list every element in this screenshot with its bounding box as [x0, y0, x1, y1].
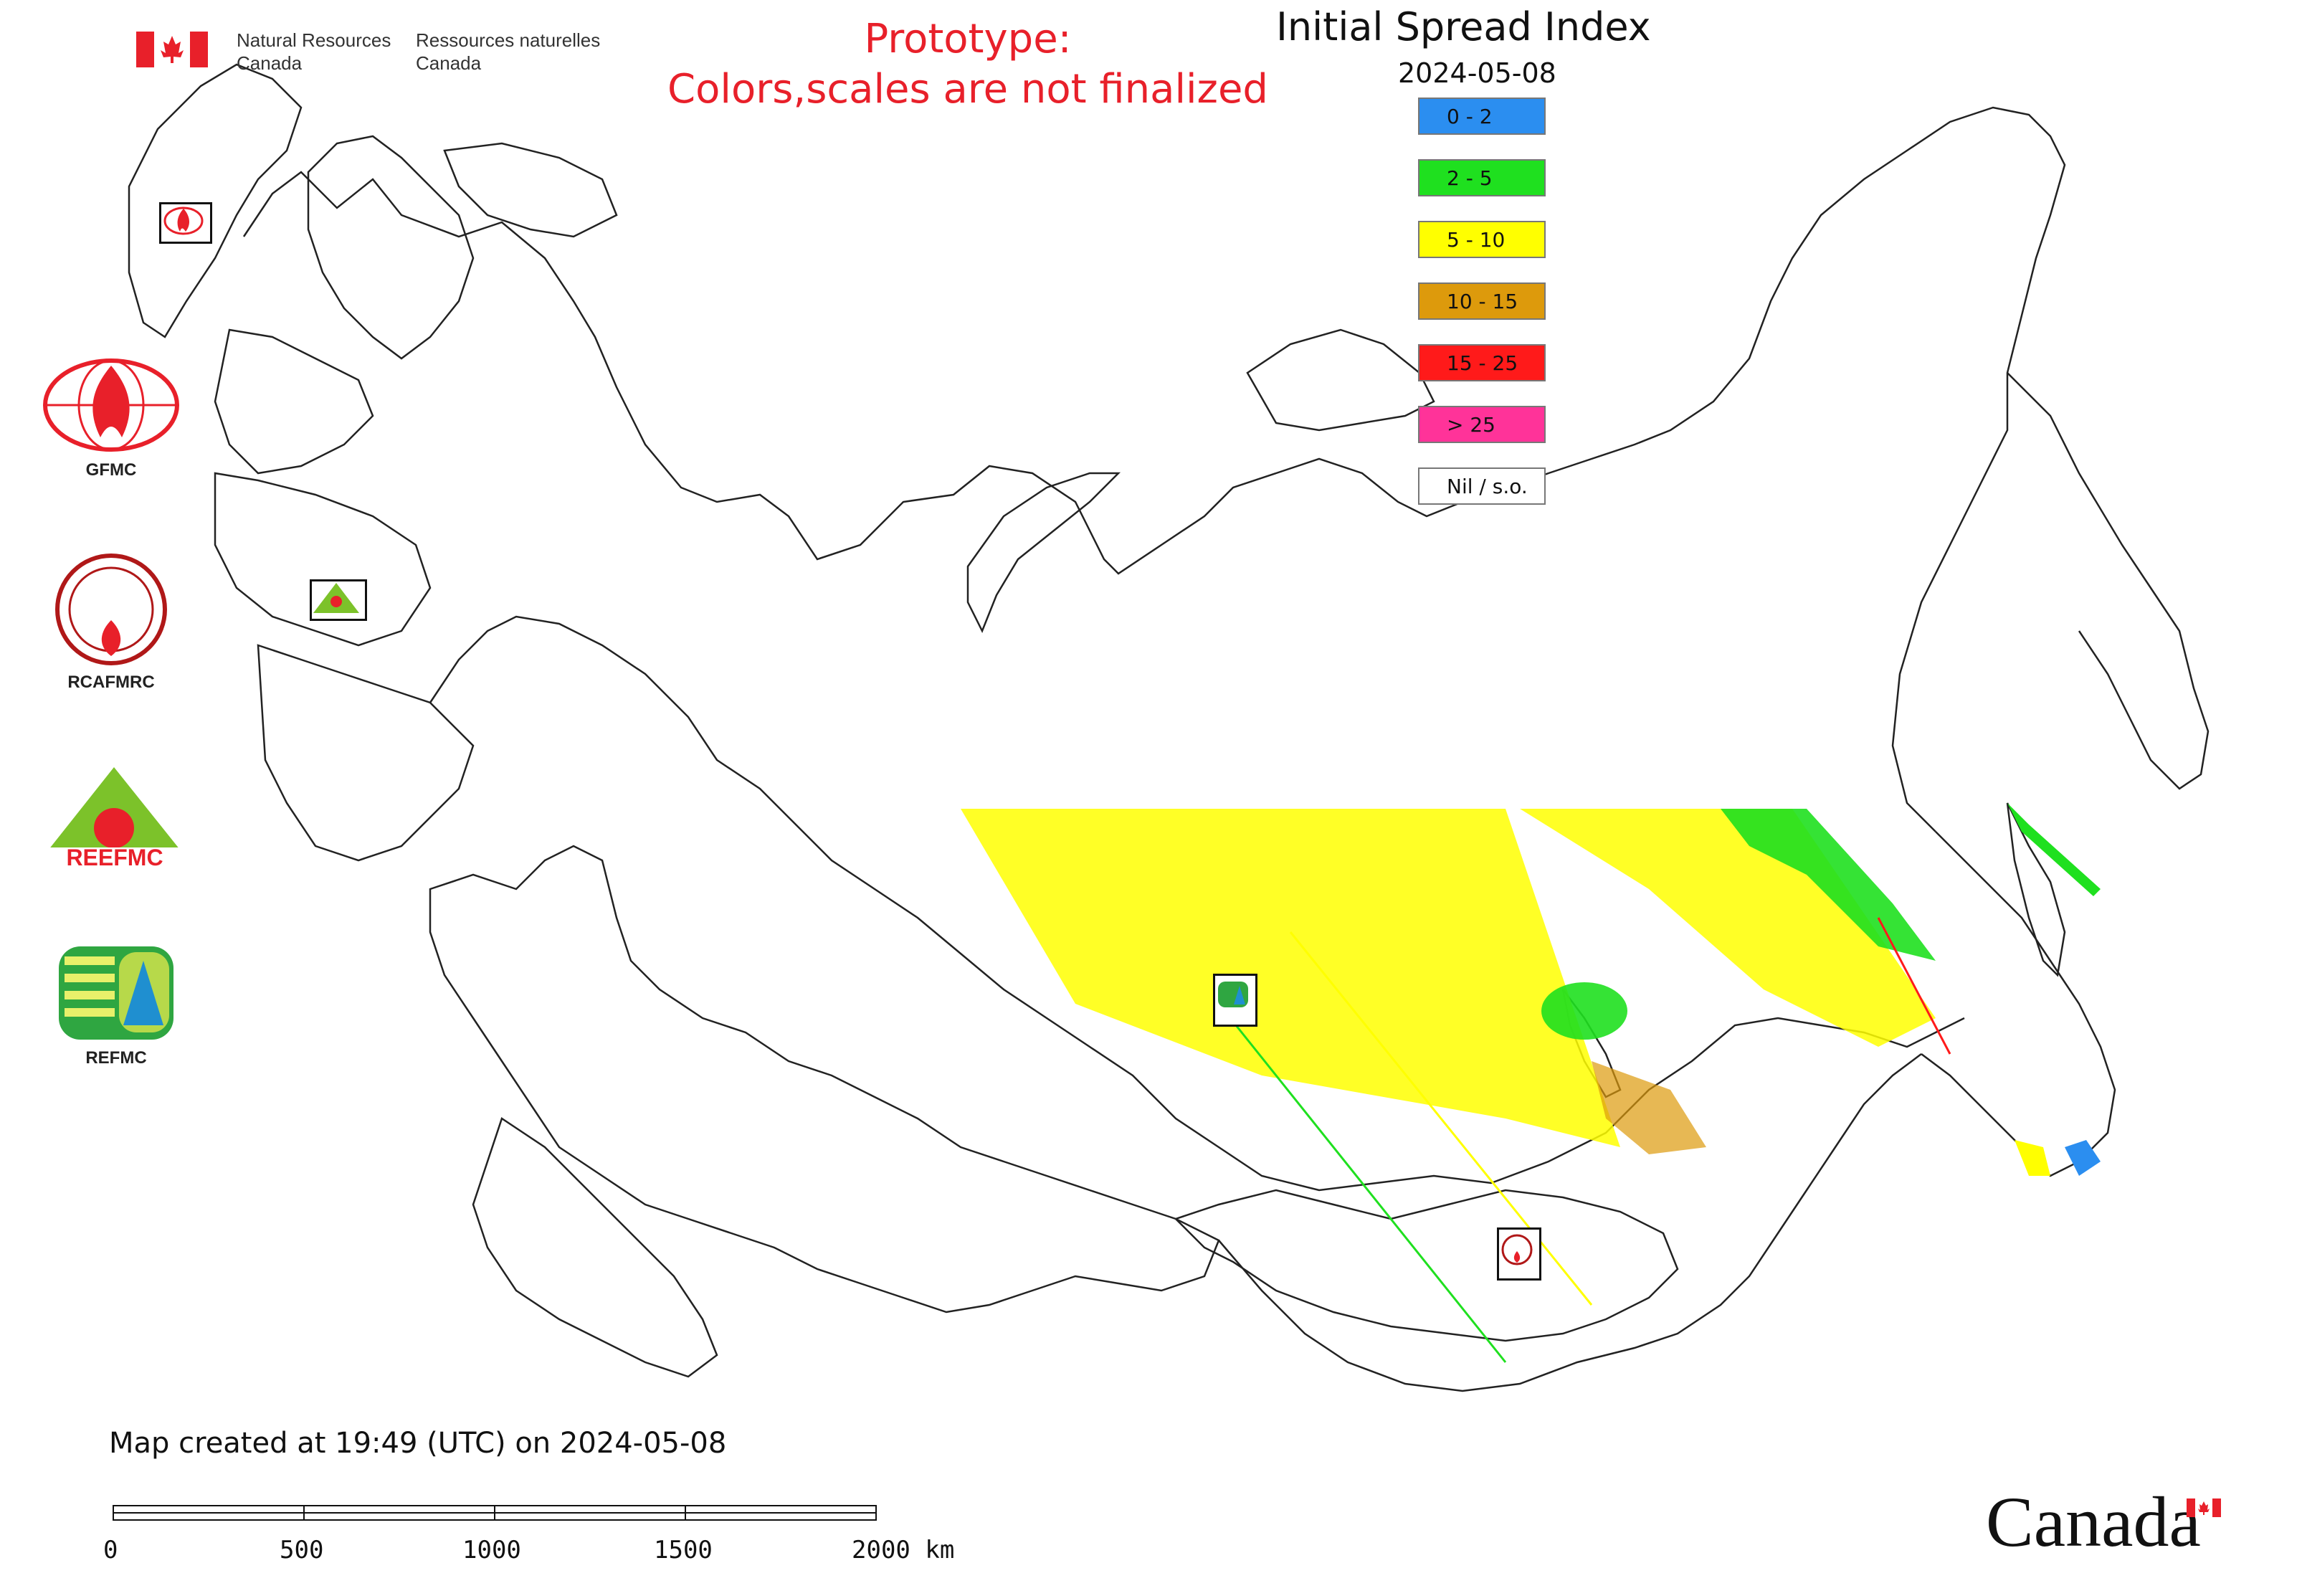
rcafmrc-marker-icon [1497, 1227, 1541, 1281]
fire-index-overlay [961, 803, 2101, 1363]
map-created-note: Map created at 19:49 (UTC) on 2024-05-08 [109, 1427, 727, 1460]
scale-label: 500 [280, 1536, 324, 1564]
baltic-belarus [214, 328, 374, 475]
kola [443, 142, 618, 238]
sakhalin [2006, 802, 2066, 977]
department-fr-line1: Ressources naturelles [416, 29, 601, 51]
legend-item-nil: Nil / s.o. [1418, 467, 1546, 505]
prototype-notice: Prototype: Colors,scales are not finaliz… [645, 14, 1290, 115]
partner-label: RCAFMRC [67, 673, 155, 692]
russia-arctic-coast [242, 106, 2066, 832]
isi-streak [1217, 1003, 1507, 1363]
legend-item-2-5: 2 - 5 [1418, 159, 1546, 196]
prototype-notice-line2: Colors,scales are not finalized [667, 66, 1268, 113]
canada-flag-icon [136, 32, 208, 67]
department-en-line1: Natural Resources [237, 29, 391, 51]
russia-southern-border [429, 615, 1965, 1192]
isi-band-10-15 [1592, 1061, 1706, 1154]
gfmc-marker-icon [159, 202, 212, 244]
map-title: Initial Spread Index [1276, 4, 1651, 49]
canada-wordmark-text: Canada [1986, 1482, 2201, 1562]
legend-item-5-10: 5 - 10 [1418, 221, 1546, 258]
legend-item-10-15: 10 - 15 [1418, 282, 1546, 320]
scale-bar [113, 1505, 877, 1521]
reefmc-logo-icon [37, 767, 191, 866]
legend-label: 5 - 10 [1447, 228, 1506, 252]
gfmc-logo-icon [43, 358, 179, 452]
black-sea-caucasus [257, 644, 475, 862]
country-boundaries [128, 63, 2210, 1392]
department-fr-line2: Canada [416, 52, 482, 74]
prototype-notice-line1: Prototype: [864, 16, 1072, 62]
canada-wordmark: Canada [1986, 1481, 2201, 1563]
partner-rcafmrc: RCAFMRC [50, 552, 176, 693]
partner-label: GFMC [85, 460, 137, 480]
isi-band-5-10-west [961, 809, 1620, 1147]
taymyr [1246, 328, 1435, 432]
isi-streak [1289, 931, 1593, 1306]
refmc-marker-icon [1213, 974, 1257, 1027]
legend-label: 10 - 15 [1447, 290, 1518, 313]
rcafmrc-logo-icon [55, 554, 167, 665]
legend-item-gt-25: > 25 [1418, 406, 1546, 443]
finland-karelia [307, 135, 475, 360]
mongolia [1174, 1189, 1679, 1342]
isi-band-0-2-japan [2065, 1140, 2101, 1176]
reefmc-marker-icon [310, 579, 367, 621]
scale-label: 0 [103, 1536, 118, 1564]
legend-label: Nil / s.o. [1447, 475, 1528, 498]
scale-label: 1000 [462, 1536, 521, 1564]
refmc-logo-icon [59, 946, 173, 1040]
scandinavia [128, 63, 303, 338]
central-asia [472, 1117, 718, 1378]
ukraine [214, 472, 432, 647]
legend-item-15-25: 15 - 25 [1418, 344, 1546, 381]
isi-band-5-10-japan [2015, 1140, 2050, 1176]
partner-gfmc: GFMC [43, 358, 179, 480]
isi-band-2-5-kamchatka [2007, 803, 2101, 896]
partner-refmc: REFMC [59, 946, 181, 1068]
legend-label: 0 - 2 [1447, 105, 1493, 128]
scale-label: 1500 [654, 1536, 713, 1564]
map-date: 2024-05-08 [1398, 57, 1556, 89]
isi-band-2-5-patch [1541, 982, 1627, 1040]
legend-item-0-2: 0 - 2 [1418, 98, 1546, 135]
legend-label: > 25 [1447, 413, 1495, 437]
wordmark-flag-icon [2187, 1498, 2221, 1517]
scale-label: 2000 km [852, 1536, 955, 1564]
partner-label: REFMC [85, 1048, 147, 1068]
china-north [1218, 1053, 1922, 1392]
legend-label: 2 - 5 [1447, 166, 1493, 190]
partner-label: REEFMC [66, 845, 163, 870]
partner-reefmc: REEFMC [37, 767, 191, 870]
russia-pacific-coast [1935, 831, 2116, 1177]
isi-streak [1877, 917, 1951, 1055]
department-en-line2: Canada [237, 52, 303, 74]
novaya-zemlya [966, 472, 1121, 634]
legend-label: 15 - 25 [1447, 351, 1518, 375]
kazakhstan [429, 845, 1220, 1314]
kamchatka [2007, 372, 2210, 790]
